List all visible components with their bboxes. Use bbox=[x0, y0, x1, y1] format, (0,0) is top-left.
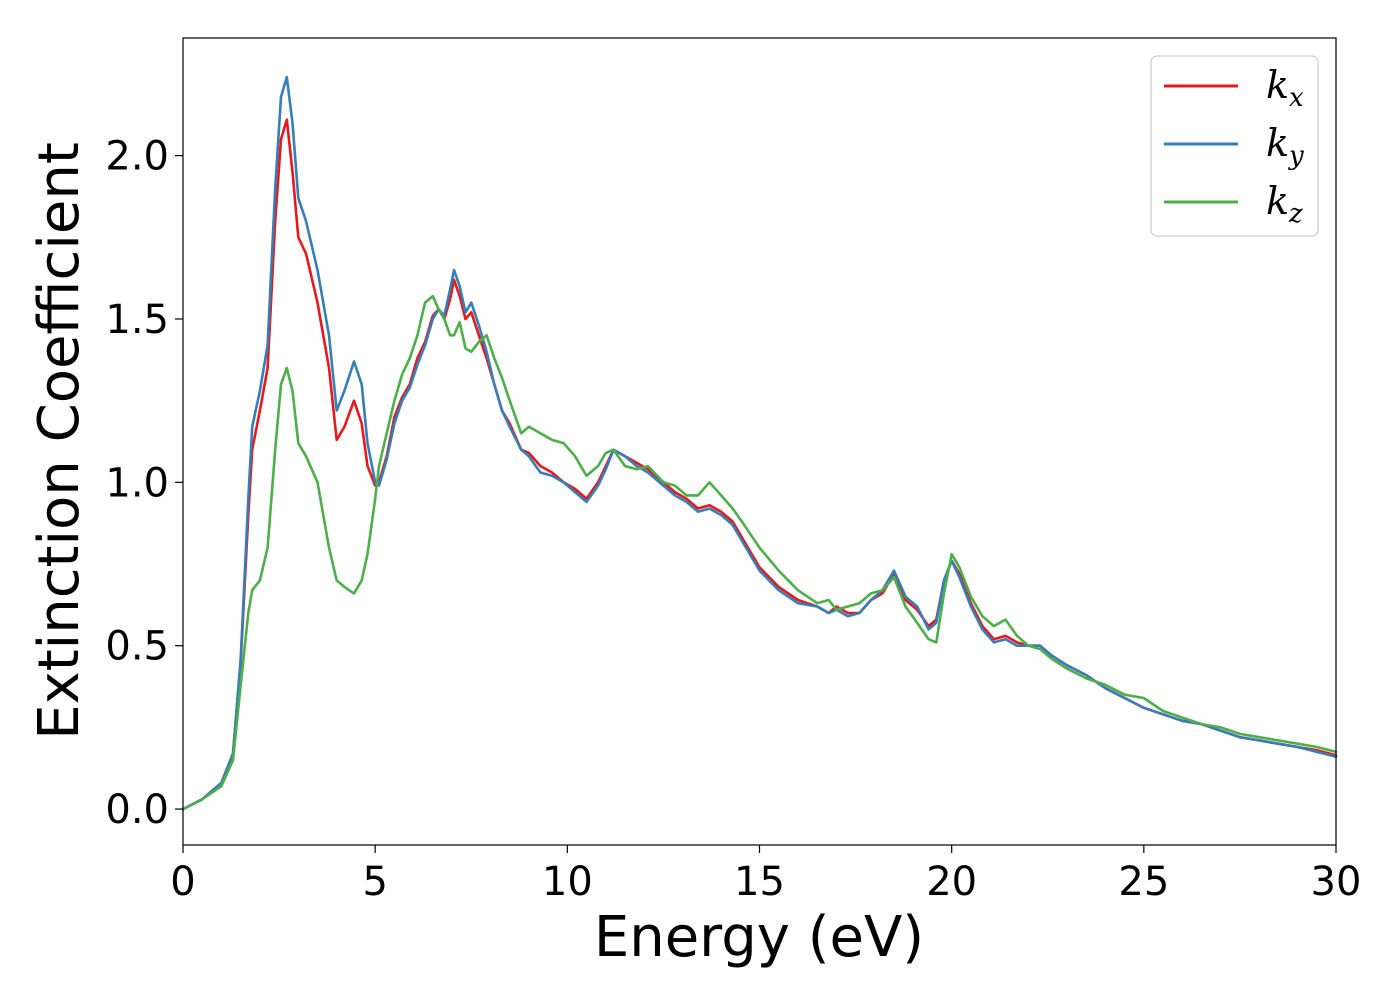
y-tick-label: 1.0 bbox=[105, 460, 169, 506]
x-tick-label: 5 bbox=[362, 859, 387, 905]
x-tick-label: 30 bbox=[1311, 859, 1362, 905]
y-tick-label: 1.5 bbox=[105, 297, 169, 343]
y-tick-label: 0.5 bbox=[105, 624, 169, 670]
x-tick-label: 25 bbox=[1118, 859, 1169, 905]
y-tick-label: 2.0 bbox=[105, 134, 169, 180]
legend-box bbox=[1150, 55, 1319, 237]
x-tick-label: 10 bbox=[542, 859, 593, 905]
legend-subscript: z bbox=[1288, 199, 1303, 229]
x-axis: 0 5 10 15 20 25 30 bbox=[170, 845, 1361, 905]
series-line-kz bbox=[181, 294, 1338, 811]
legend-subscript: x bbox=[1289, 83, 1304, 113]
legend-label-ky: ky bbox=[1266, 121, 1304, 171]
y-axis: 0.0 0.5 1.0 1.5 2.0 bbox=[105, 134, 183, 833]
y-tick-label: 0.0 bbox=[105, 787, 169, 833]
x-tick-label: 20 bbox=[926, 859, 977, 905]
x-axis-label: Energy (eV) bbox=[594, 905, 924, 970]
x-tick-label: 15 bbox=[734, 859, 785, 905]
y-axis-label: Extinction Coefficient bbox=[27, 142, 92, 740]
series-lines bbox=[181, 75, 1338, 811]
legend-subscript: y bbox=[1288, 141, 1304, 171]
x-tick-label: 0 bbox=[170, 859, 195, 905]
legend-label-kx: kx bbox=[1266, 63, 1304, 113]
